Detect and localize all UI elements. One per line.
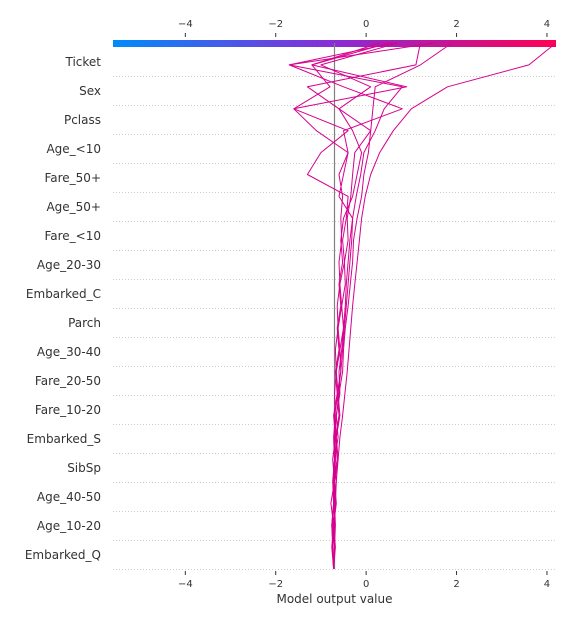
- bottom-tick-label: 4: [544, 579, 550, 590]
- feature-label: Age_50+: [46, 200, 101, 214]
- feature-label: Age_10-20: [37, 519, 101, 533]
- feature-label: Embarked_Q: [25, 548, 101, 562]
- bottom-tick-label: −4: [178, 579, 193, 590]
- top-tick-label: 2: [453, 19, 459, 30]
- decision-line: [320, 42, 398, 570]
- bottom-tick-label: 2: [453, 579, 459, 590]
- top-tick-label: 0: [363, 19, 369, 30]
- top-tick-label: −2: [268, 19, 283, 30]
- decision-line: [306, 42, 421, 570]
- decision-line: [288, 42, 434, 570]
- decision-line: [293, 42, 408, 570]
- feature-label: Parch: [68, 316, 101, 330]
- feature-label: Fare_<10: [44, 229, 101, 243]
- feature-label: SibSp: [67, 461, 101, 475]
- feature-label: Embarked_S: [27, 432, 101, 446]
- feature-label: Fare_50+: [44, 171, 101, 185]
- decision-line: [331, 42, 453, 570]
- top-tick-label: −4: [178, 19, 193, 30]
- feature-label: Ticket: [64, 55, 101, 69]
- bottom-tick-label: −2: [268, 579, 283, 590]
- decision-line: [288, 42, 403, 570]
- decision-line: [293, 42, 389, 570]
- decision-lines: [288, 42, 557, 570]
- top-tick-label: 4: [544, 19, 550, 30]
- feature-label: Sex: [79, 84, 101, 98]
- feature-label: Pclass: [64, 113, 101, 127]
- bottom-axis: −4 −2 0 2 4: [178, 571, 550, 590]
- x-axis-title: Model output value: [276, 592, 392, 606]
- feature-label: Fare_10-20: [35, 403, 101, 417]
- top-axis: −4 −2 0 2 4: [178, 19, 550, 37]
- feature-label: Age_<10: [46, 142, 101, 156]
- gridlines: [113, 76, 556, 570]
- feature-label: Age_30-40: [37, 345, 101, 359]
- bottom-tick-label: 0: [363, 579, 369, 590]
- feature-label: Age_20-30: [37, 258, 101, 272]
- feature-label: Embarked_C: [26, 287, 101, 301]
- feature-labels: Ticket Sex Pclass Age_<10 Fare_50+ Age_50+ Far…: [25, 55, 101, 562]
- feature-label: Age_40-50: [37, 490, 101, 504]
- feature-label: Fare_20-50: [35, 374, 101, 388]
